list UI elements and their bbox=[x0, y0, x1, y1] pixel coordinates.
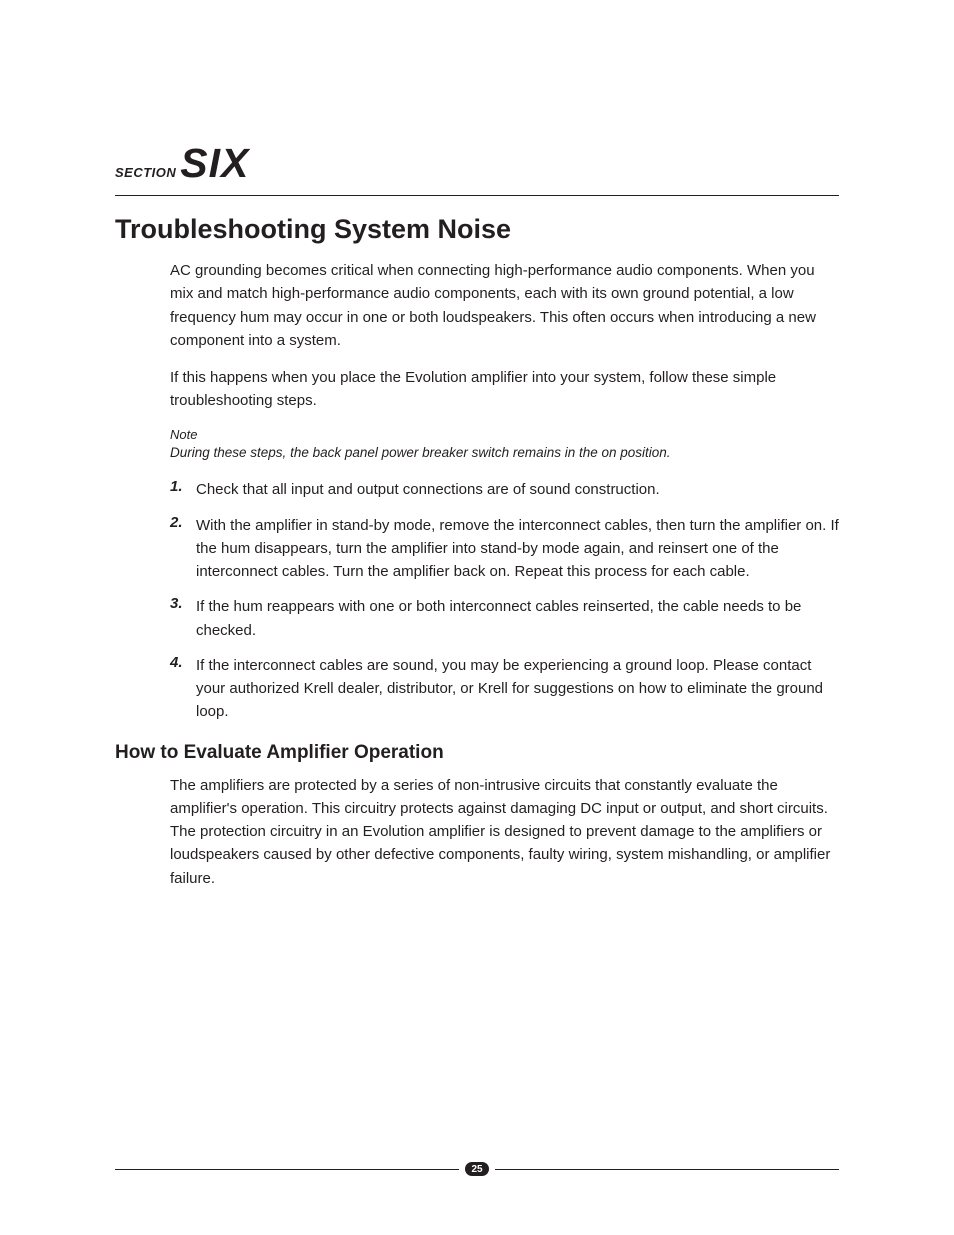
section-heading: SECTION SIX bbox=[115, 140, 839, 187]
note-label: Note bbox=[170, 427, 839, 442]
divider bbox=[115, 195, 839, 196]
page: SECTION SIX Troubleshooting System Noise… bbox=[0, 0, 954, 1235]
section-number: SIX bbox=[180, 140, 249, 187]
step-item: 1. Check that all input and output conne… bbox=[170, 478, 839, 501]
step-text: With the amplifier in stand-by mode, rem… bbox=[196, 514, 839, 584]
step-number: 4. bbox=[170, 654, 196, 671]
page-number: 25 bbox=[471, 1164, 482, 1175]
body-column: The amplifiers are protected by a series… bbox=[170, 774, 839, 890]
sub-body: The amplifiers are protected by a series… bbox=[170, 774, 839, 890]
body-column: AC grounding becomes critical when conne… bbox=[170, 259, 839, 724]
subheading: How to Evaluate Amplifier Operation bbox=[115, 742, 839, 764]
section-label: SECTION bbox=[115, 165, 176, 180]
step-list: 1. Check that all input and output conne… bbox=[170, 478, 839, 723]
step-number: 3. bbox=[170, 595, 196, 612]
step-item: 4. If the interconnect cables are sound,… bbox=[170, 654, 839, 724]
page-number-badge: 25 bbox=[465, 1162, 489, 1176]
page-title: Troubleshooting System Noise bbox=[115, 214, 839, 245]
step-text: Check that all input and output connecti… bbox=[196, 478, 660, 501]
step-item: 3. If the hum reappears with one or both… bbox=[170, 595, 839, 642]
step-text: If the hum reappears with one or both in… bbox=[196, 595, 839, 642]
step-number: 1. bbox=[170, 478, 196, 495]
intro-paragraph: AC grounding becomes critical when conne… bbox=[170, 259, 839, 352]
intro-paragraph: If this happens when you place the Evolu… bbox=[170, 366, 839, 413]
step-number: 2. bbox=[170, 514, 196, 531]
step-item: 2. With the amplifier in stand-by mode, … bbox=[170, 514, 839, 584]
footer-rule bbox=[495, 1169, 839, 1170]
note-text: During these steps, the back panel power… bbox=[170, 444, 839, 463]
step-text: If the interconnect cables are sound, yo… bbox=[196, 654, 839, 724]
footer-rule bbox=[115, 1169, 459, 1170]
footer: 25 bbox=[115, 1159, 839, 1179]
